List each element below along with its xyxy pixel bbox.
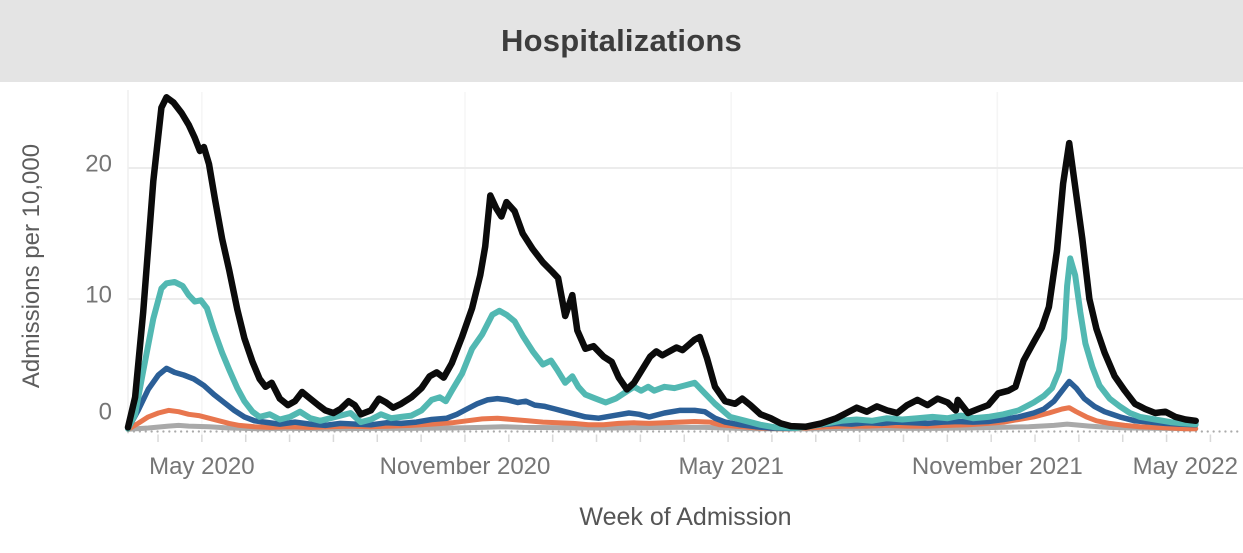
x-tick-label: May 2021: [678, 453, 783, 480]
series-line-blue: [125, 365, 1199, 432]
x-tick-label: May 2020: [149, 453, 254, 480]
title-bar: Hospitalizations: [0, 0, 1243, 82]
hospitalizations-line-chart: 0 10 20 May 2020 November 2020 May 2021 Novemb…: [85, 90, 1243, 480]
series-line-orange: [125, 405, 1199, 432]
series-line-teal: [125, 255, 1199, 432]
page-title: Hospitalizations: [501, 23, 742, 58]
y-tick-label: 0: [99, 399, 112, 426]
x-tick-label: May 2022: [1133, 453, 1238, 480]
x-tick-label: November 2021: [912, 453, 1083, 480]
x-tick-label: November 2020: [380, 453, 551, 480]
chart-area: 0 10 20 May 2020 November 2020 May 2021 Novemb…: [0, 82, 1243, 553]
y-tick-label: 20: [85, 151, 112, 178]
series-line-black: [124, 94, 1199, 431]
y-tick-label: 10: [85, 282, 112, 309]
y-axis-title: Admissions per 10,000: [18, 143, 45, 389]
x-axis-title: Week of Admission: [579, 503, 792, 531]
